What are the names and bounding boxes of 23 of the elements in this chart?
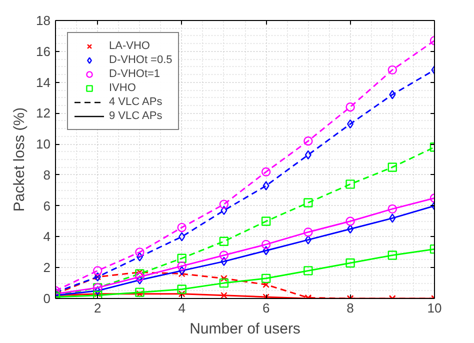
y-tick-label: 12 xyxy=(36,106,51,121)
y-tick-label: 16 xyxy=(36,44,51,59)
y-tick-label: 4 xyxy=(43,229,51,244)
x-axis-title: Number of users xyxy=(190,320,300,338)
y-tick-label: 2 xyxy=(43,260,51,276)
y-tick-label: 8 xyxy=(43,167,51,182)
x-tick-label: 8 xyxy=(346,300,354,316)
x-tick-label: 4 xyxy=(178,300,186,316)
x-tick-label: 6 xyxy=(262,300,270,316)
x-tick-label: 2 xyxy=(94,300,102,316)
y-tick-label: 6 xyxy=(43,198,51,214)
legend-label: LA-VHO xyxy=(109,39,150,53)
legend-label: D-VHOt =0.5 xyxy=(109,53,172,67)
annotation: 4 VLC APs xyxy=(109,95,162,109)
y-tick-label: 14 xyxy=(36,74,51,90)
annotation: 9 VLC APs xyxy=(109,109,162,123)
y-tick-label: 10 xyxy=(36,136,51,152)
y-axis-title: Packet loss (%) xyxy=(11,107,28,212)
y-tick-label: 18 xyxy=(36,13,51,28)
x-tick-label: 10 xyxy=(427,300,442,316)
y-tick-label: 0 xyxy=(43,291,51,306)
legend-label: D-VHOt=1 xyxy=(109,67,160,81)
legend-label: IVHO xyxy=(109,81,136,95)
